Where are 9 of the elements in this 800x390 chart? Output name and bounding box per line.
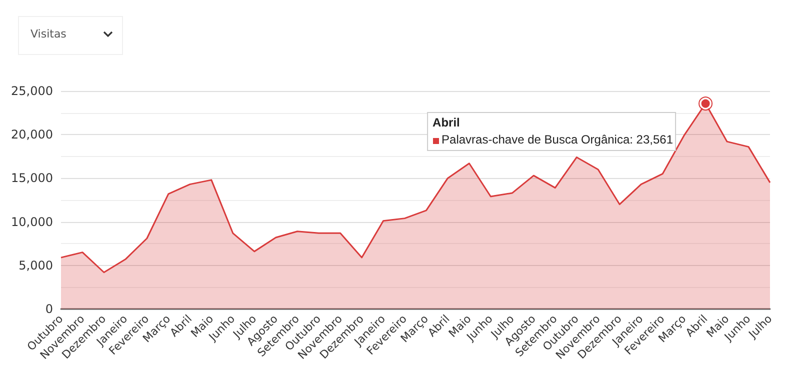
y-tick-label: 15,000 [10, 171, 53, 186]
annotation: Palavras-chave de Busca Orgânica: 23,561 [442, 132, 674, 147]
annotation: Abril [432, 116, 460, 130]
y-tick-label: 10,000 [10, 214, 53, 229]
y-tick-label: 25,000 [10, 84, 53, 98]
y-tick-label: 5,000 [18, 258, 53, 272]
y-tick-label: 20,000 [10, 128, 53, 142]
y-tick-label: 0 [45, 302, 53, 316]
text: Visitas [30, 28, 67, 40]
